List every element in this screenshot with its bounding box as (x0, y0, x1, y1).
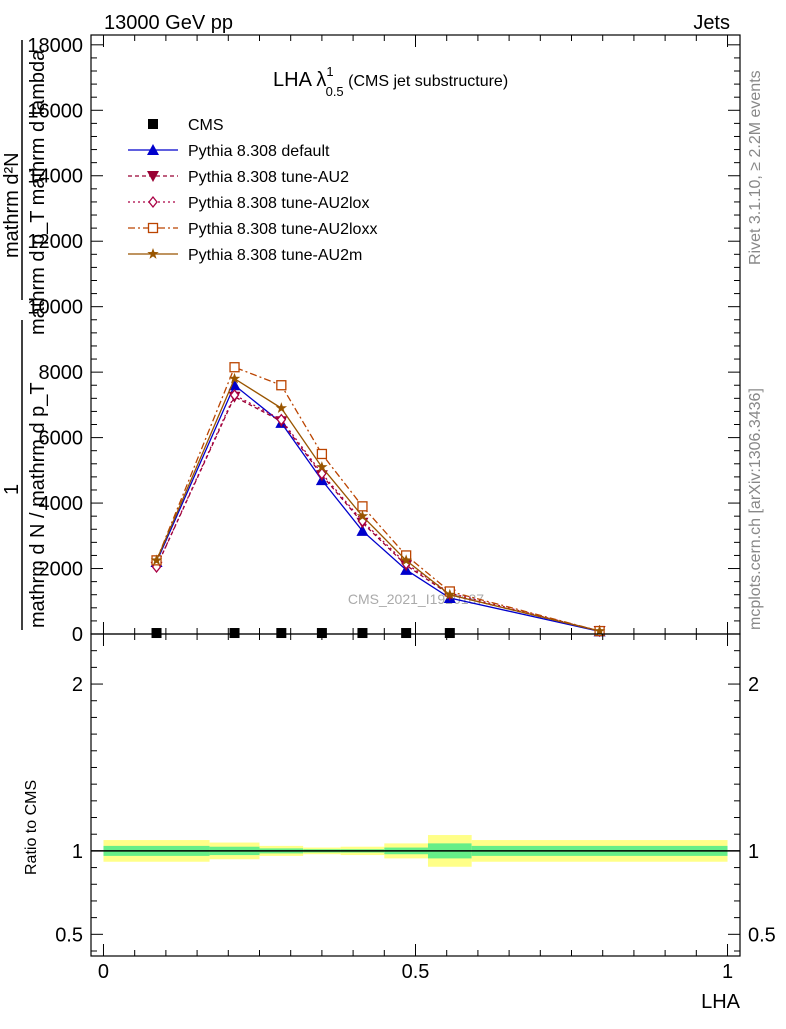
legend-entry: Pythia 8.308 tune-AU2lox (128, 195, 369, 212)
y-tick-label: 12000 (27, 231, 83, 253)
legend-marker (148, 195, 158, 209)
y-tick-label: 16000 (27, 100, 83, 122)
data-point (316, 628, 327, 639)
chart-title: LHA λ1 0.5 (CMS jet substructure) (273, 64, 508, 99)
x-tick-label: 0 (98, 961, 109, 983)
main-y-ticks: 0 2000 4000 6000 8000 10000 12000 14000 16000 180… (27, 35, 740, 646)
ratio-tick-label-left: 1 (72, 841, 83, 863)
y-tick-label: 6000 (39, 428, 84, 450)
ratio-tick-label-left: 2 (72, 674, 83, 696)
ylabel-line-one: 1 (1, 484, 23, 495)
title-prefix: LHA λ (273, 69, 326, 91)
ratio-y-ticks: 0.5 0.5 1 1 2 2 (55, 650, 776, 952)
title-suffix: (CMS jet substructure) (344, 73, 508, 90)
series-line (155, 395, 600, 632)
legend-label: CMS (188, 117, 224, 134)
x-axis-label: LHA (701, 991, 741, 1013)
data-point (229, 389, 240, 402)
y-tick-label: 0 (72, 624, 83, 646)
data-point (356, 524, 369, 536)
data-point (316, 461, 328, 472)
y-tick-label: 4000 (39, 493, 84, 515)
data-point (316, 448, 328, 460)
ratio-tick-label-right: 0.5 (748, 924, 776, 946)
data-point (357, 501, 368, 512)
y-tick-label: 2000 (39, 559, 84, 581)
data-point (150, 554, 163, 566)
data-point (151, 628, 162, 639)
ylabel-line-denominator: mathrm d p_T mathrm d lambda (27, 49, 49, 335)
legend-marker (147, 222, 159, 234)
series-line (155, 377, 600, 632)
legend-entry: Pythia 8.308 tune-AU2loxx (128, 221, 377, 238)
x-tick-label: 0.5 (402, 961, 430, 983)
analysis-watermark: CMS_2021_I1920187 (348, 591, 484, 607)
data-point (229, 362, 240, 373)
data-point (593, 625, 606, 636)
y-tick-label: 8000 (39, 362, 84, 384)
data-point (356, 510, 369, 522)
mcplots-label: mcplots.cern.ch [arXiv:1306.3436] (747, 388, 764, 630)
energy-label: 13000 GeV pp (104, 12, 233, 34)
legend-label: Pythia 8.308 default (188, 143, 330, 160)
process-label: Jets (693, 12, 730, 34)
y-tick-label: 18000 (27, 35, 83, 57)
y-tick-label: 10000 (27, 297, 83, 319)
y-tick-label: 14000 (27, 166, 83, 188)
series-0 (151, 628, 455, 639)
data-point (444, 628, 455, 639)
ratio-tick-label-right: 2 (748, 674, 759, 696)
series-layer (150, 362, 606, 639)
ratio-x-ticks: 0 0.5 1 (98, 634, 733, 983)
data-point (357, 628, 368, 639)
legend-label: Pythia 8.308 tune-AU2 (188, 169, 349, 186)
ratio-tick-label-right: 1 (748, 841, 759, 863)
rivet-label: Rivet 3.1.10, ≥ 2.2M events (747, 70, 764, 265)
data-point (317, 467, 327, 480)
legend-label: Pythia 8.308 tune-AU2m (188, 247, 362, 264)
legend: CMS Pythia 8.308 default Pythia 8.308 tune… (128, 117, 377, 264)
legend-marker (147, 171, 159, 182)
data-point (400, 554, 412, 566)
ratio-tick-label-left: 0.5 (55, 924, 83, 946)
data-point (229, 628, 240, 639)
legend-marker (147, 248, 159, 259)
legend-entry: Pythia 8.308 tune-AU2 (128, 169, 349, 186)
data-point (401, 628, 412, 639)
y-axis-label: mathrm d²N mathrm d p_T mathrm d lambda … (1, 40, 49, 630)
legend-entry: Pythia 8.308 tune-AU2m (128, 247, 362, 264)
legend-label: Pythia 8.308 tune-AU2loxx (188, 221, 377, 238)
series-5 (150, 372, 606, 636)
series-line (155, 384, 600, 633)
legend-entry: Pythia 8.308 default (128, 143, 330, 160)
series-line (155, 366, 600, 632)
main-x-ticks (102, 35, 729, 634)
ratio-panel: 0.5 0.51 12 2 0 0.5 1 Ratio to CMS LHA (23, 633, 776, 1013)
ratio-frame (90, 633, 741, 957)
legend-marker (147, 144, 159, 155)
ylabel-line-norm: mathrm d N / mathrm d p_T (27, 382, 49, 628)
data-point (276, 628, 287, 639)
x-tick-label: 1 (722, 961, 733, 983)
ratio-ylabel: Ratio to CMS (23, 780, 40, 875)
data-point (276, 413, 287, 426)
title-superscript: 1 (326, 64, 333, 79)
main-panel: 0 2000 4000 6000 8000 10000 12000 14000 16000 180… (1, 34, 741, 646)
legend-marker (148, 119, 158, 129)
ylabel-line-numerator: mathrm d²N (1, 152, 23, 258)
legend-entry: CMS (148, 117, 224, 134)
data-point (228, 379, 241, 391)
data-point (444, 588, 456, 600)
data-point (276, 380, 287, 391)
legend-label: Pythia 8.308 tune-AU2lox (188, 195, 369, 212)
data-point (228, 372, 241, 384)
data-point (275, 402, 288, 413)
title-subscript: 0.5 (326, 84, 344, 99)
